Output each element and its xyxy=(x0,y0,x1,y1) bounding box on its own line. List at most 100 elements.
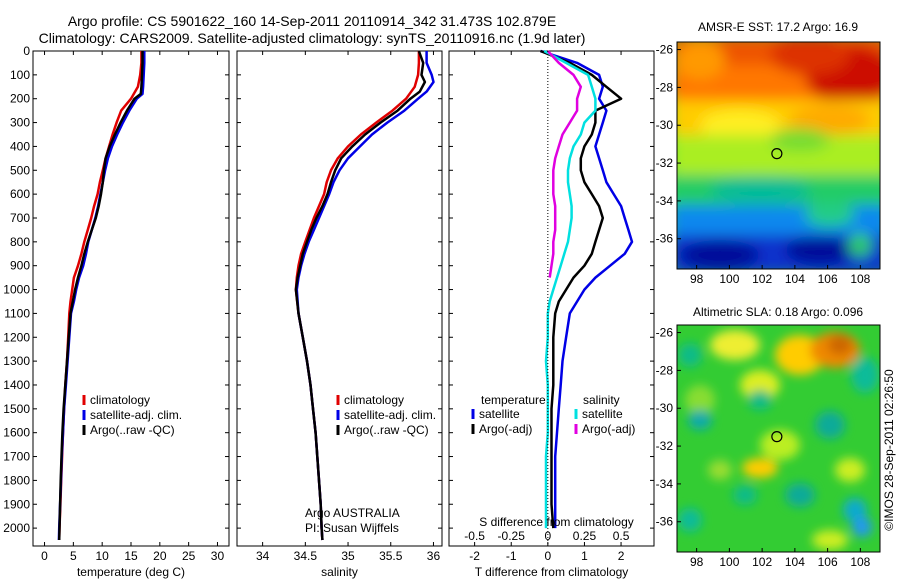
sla_map-xtick-label: 98 xyxy=(690,555,704,569)
temperature-ytick-label: 1600 xyxy=(3,426,30,440)
temperature-ytick-label: 1200 xyxy=(3,330,30,344)
sla_map-xtick-label: 104 xyxy=(785,555,805,569)
salinity-annotation-pi: PI: Susan Wijffels xyxy=(305,521,399,535)
diff-temp-legend-label: satellite xyxy=(479,407,520,421)
salinity-xlabel: salinity xyxy=(321,565,358,579)
temperature-xtick-label: 5 xyxy=(70,549,77,563)
temperature-ytick-label: 1000 xyxy=(3,283,30,297)
differences-series-line xyxy=(540,49,623,529)
differences-xtick-top-label: -0.25 xyxy=(498,529,526,543)
temperature-ytick-label: 2000 xyxy=(3,521,30,535)
salinity-axes-box xyxy=(236,50,443,547)
sla_map-xtick-label: 108 xyxy=(850,555,870,569)
salinity-legend-label: Argo(..raw -QC) xyxy=(344,423,429,437)
temperature-ytick-label: 1900 xyxy=(3,497,30,511)
differences-xtick-top-label: 0.5 xyxy=(613,529,630,543)
sst-map-image xyxy=(677,42,880,269)
salinity-xtick-label: 35 xyxy=(341,549,355,563)
sla_map-ytick-label: -30 xyxy=(656,401,674,415)
sst_map-xtick-label: 102 xyxy=(752,272,772,286)
salinity-xtick-label: 34.5 xyxy=(294,549,318,563)
salinity-xtick-label: 34 xyxy=(256,549,270,563)
differences-xtick-label: 0 xyxy=(544,549,551,563)
temperature-ytick-label: 900 xyxy=(10,259,30,273)
sst_map-ytick-label: -26 xyxy=(656,43,674,57)
diff-temp-legend-label: Argo(-adj) xyxy=(479,422,532,436)
temperature-xtick-label: 25 xyxy=(182,549,196,563)
temperature-ytick-label: 600 xyxy=(10,187,30,201)
sla_map-title: Altimetric SLA: 0.18 Argo: 0.096 xyxy=(693,305,863,319)
salinity-legend-label: climatology xyxy=(344,393,404,407)
sst_map-xtick-label: 104 xyxy=(785,272,805,286)
sst_map-xtick-label: 98 xyxy=(690,272,704,286)
differences-series-line xyxy=(540,49,634,529)
sst_map-xtick-label: 108 xyxy=(850,272,870,286)
temperature-ytick-label: 1500 xyxy=(3,402,30,416)
sst_map-ytick-label: -32 xyxy=(656,156,674,170)
salinity-xtick-label: 36 xyxy=(427,549,441,563)
sla_map-ytick-label: -32 xyxy=(656,439,674,453)
sst_map-ytick-label: -36 xyxy=(656,232,674,246)
temperature-ytick-label: 500 xyxy=(10,163,30,177)
sla_map-xtick-label: 102 xyxy=(752,555,772,569)
temperature-ytick-label: 1100 xyxy=(4,306,30,320)
temperature-legend-label: climatology xyxy=(90,393,150,407)
temperature-ytick-label: 1300 xyxy=(3,354,30,368)
temperature-xlabel: temperature (deg C) xyxy=(77,565,185,579)
temperature-ytick-label: 0 xyxy=(23,44,30,58)
sst_map-ytick-label: -34 xyxy=(656,194,674,208)
salinity-legend-label: satellite-adj. clim. xyxy=(344,408,436,422)
temperature-xtick-label: 15 xyxy=(124,549,138,563)
temperature-ytick-label: 1800 xyxy=(3,473,30,487)
temperature-xtick-label: 30 xyxy=(211,549,225,563)
sla_map-ytick-label: -36 xyxy=(656,515,674,529)
temperature-legend-label: Argo(..raw -QC) xyxy=(90,423,175,437)
temperature-ytick-label: 100 xyxy=(10,68,30,82)
sla_map-xtick-label: 106 xyxy=(818,555,838,569)
salinity-annotation-owner: Argo AUSTRALIA xyxy=(305,506,400,520)
diff-sal-legend-label: satellite xyxy=(582,407,623,421)
temperature-series-line xyxy=(57,51,144,541)
differences-series-line xyxy=(546,50,583,278)
temperature-xtick-label: 0 xyxy=(41,549,48,563)
title-line-2: Climatology: CARS2009. Satellite-adjuste… xyxy=(39,30,586,46)
diff-legend-sal-title: salinity xyxy=(583,393,620,407)
sla_map-ytick-label: -34 xyxy=(656,477,674,491)
temperature-ytick-label: 1400 xyxy=(3,378,30,392)
differences-xtick-top-label: -0.5 xyxy=(464,529,485,543)
temperature-ytick-label: 700 xyxy=(10,211,30,225)
temperature-ytick-label: 800 xyxy=(10,235,30,249)
differences-xlabel: T difference from climatology xyxy=(475,565,629,579)
sst_map-title: AMSR-E SST: 17.2 Argo: 16.9 xyxy=(698,20,858,34)
differences-xtick-label: -1 xyxy=(506,549,517,563)
differences-xtick-top-label: 0 xyxy=(544,529,551,543)
sst_map-ytick-label: -28 xyxy=(656,80,674,94)
temperature-axes-box xyxy=(32,50,230,547)
temperature-ytick-label: 200 xyxy=(10,92,30,106)
sla_map-ytick-label: -26 xyxy=(656,326,674,340)
temperature-ytick-label: 400 xyxy=(10,139,30,153)
differences-xtick-top-label: 0.25 xyxy=(573,529,597,543)
sst_map-ytick-label: -30 xyxy=(656,118,674,132)
sla_map-ytick-label: -28 xyxy=(656,363,674,377)
temperature-legend-label: satellite-adj. clim. xyxy=(90,408,182,422)
salinity-xtick-label: 35.5 xyxy=(379,549,403,563)
sla-map-image xyxy=(677,325,880,552)
temperature-ytick-label: 1700 xyxy=(3,450,30,464)
sst_map-xtick-label: 100 xyxy=(719,272,739,286)
differences-xtick-label: 2 xyxy=(618,549,625,563)
differences-xtick-label: -2 xyxy=(469,549,480,563)
differences-xtick-label: 1 xyxy=(581,549,588,563)
sst_map-xtick-label: 106 xyxy=(818,272,838,286)
differences-series-line xyxy=(543,49,597,529)
differences-xlabel-top: S difference from climatology xyxy=(479,515,634,529)
temperature-ytick-label: 300 xyxy=(10,116,30,130)
sla-map-frame xyxy=(676,324,881,553)
salinity-series-line xyxy=(294,50,427,541)
imos-stamp: ©IMOS 28-Sep-2011 02:26:50 xyxy=(882,369,896,531)
sla_map-argo-location-marker xyxy=(771,431,783,443)
sla_map-xtick-label: 100 xyxy=(719,555,739,569)
title-line-1: Argo profile: CS 5901622_160 14-Sep-2011… xyxy=(68,13,556,29)
diff-legend-temp-title: temperature xyxy=(481,393,546,407)
